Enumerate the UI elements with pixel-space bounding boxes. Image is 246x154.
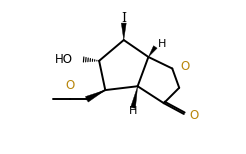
Polygon shape [148, 46, 157, 57]
Text: H: H [129, 106, 137, 116]
Text: O: O [189, 109, 199, 122]
Polygon shape [121, 23, 126, 40]
Text: methoxy: methoxy [46, 99, 52, 100]
Polygon shape [131, 86, 138, 108]
Polygon shape [85, 90, 105, 102]
Text: O: O [65, 79, 75, 92]
Text: HO: HO [55, 53, 73, 66]
Text: O: O [181, 60, 190, 73]
Text: I: I [121, 12, 126, 25]
Text: H: H [158, 38, 166, 49]
